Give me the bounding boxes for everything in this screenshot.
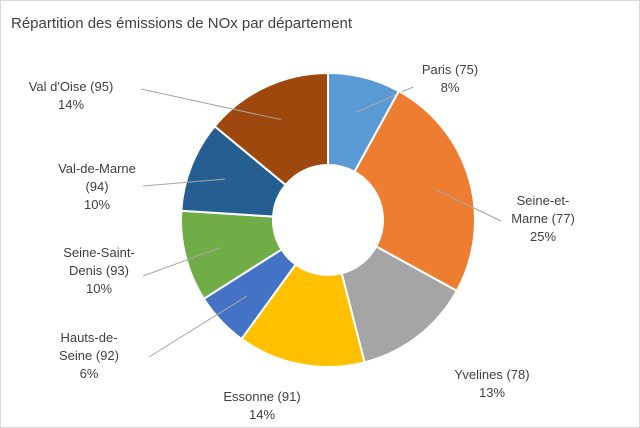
data-label: Val d'Oise (95) 14% xyxy=(16,78,126,114)
data-label: Hauts-de-Seine (92) 6% xyxy=(49,329,129,383)
value-label: 25% xyxy=(529,229,557,244)
category-label: Paris (75) xyxy=(421,62,479,77)
leader-line xyxy=(140,88,281,121)
value-label: 14% xyxy=(248,407,276,422)
donut-slice xyxy=(240,263,366,368)
value-label: 8% xyxy=(440,80,460,95)
value-label: 13% xyxy=(478,385,506,400)
value-label: 10% xyxy=(85,281,113,296)
donut-slice xyxy=(353,89,476,293)
category-label: Yvelines (78) xyxy=(454,367,530,382)
data-label: Paris (75) 8% xyxy=(405,61,495,97)
category-label: Val-de-Marne (94) xyxy=(58,161,136,194)
data-label: Val-de-Marne (94) 10% xyxy=(57,160,137,214)
leader-line xyxy=(142,247,221,277)
value-label: 6% xyxy=(79,366,99,381)
category-label: Seine-Saint-Denis (93) xyxy=(63,245,135,278)
value-label: 10% xyxy=(83,197,111,212)
leader-line xyxy=(434,188,502,222)
leader-line xyxy=(355,86,414,113)
data-label: Yvelines (78) 13% xyxy=(437,366,547,402)
chart-title: Répartition des émissions de NOx par dép… xyxy=(11,15,353,32)
category-label: Hauts-de-Seine (92) xyxy=(59,330,119,363)
donut-slice xyxy=(213,71,329,187)
category-label: Essonne (91) xyxy=(223,389,301,404)
leader-line xyxy=(148,295,248,358)
category-label: Val d'Oise (95) xyxy=(28,79,114,94)
leader-line xyxy=(142,178,225,187)
value-label: 14% xyxy=(57,97,85,112)
data-label: Seine-et-Marne (77) 25% xyxy=(503,192,583,246)
category-label: Seine-et-Marne (77) xyxy=(511,193,575,226)
data-label: Essonne (91) 14% xyxy=(207,388,317,424)
data-label: Seine-Saint-Denis (93) 10% xyxy=(54,244,144,298)
